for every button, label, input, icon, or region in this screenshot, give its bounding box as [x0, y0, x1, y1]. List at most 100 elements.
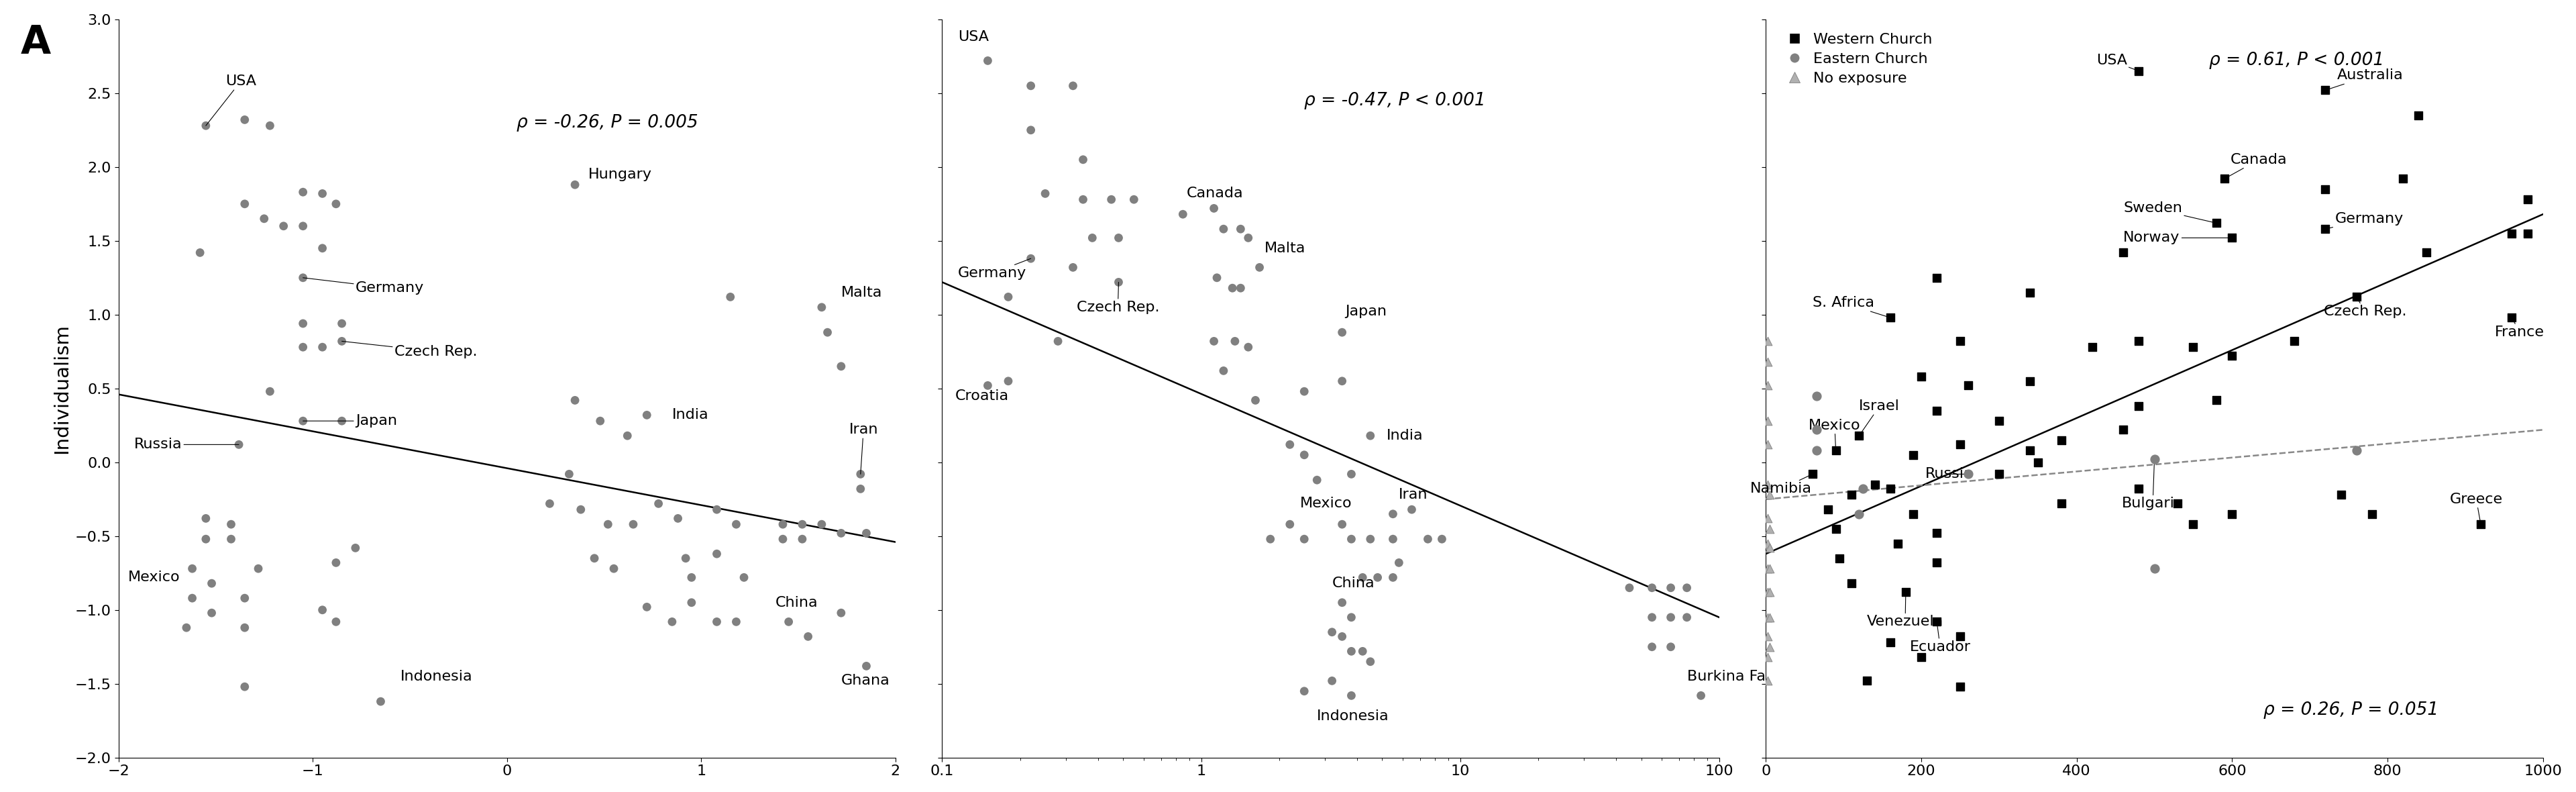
Point — [1917, 404, 1958, 417]
Text: USA: USA — [206, 74, 255, 126]
Point — [2102, 424, 2143, 436]
Point — [1978, 415, 2020, 428]
Point — [2117, 335, 2159, 348]
Text: Mexico: Mexico — [129, 571, 180, 584]
Text: Czech Rep.: Czech Rep. — [343, 341, 477, 358]
Point — [657, 512, 698, 525]
Point — [185, 512, 227, 525]
Point — [987, 291, 1028, 303]
Point — [1870, 636, 1911, 649]
Point — [1321, 518, 1363, 531]
Point — [822, 607, 863, 619]
Text: Germany: Germany — [958, 258, 1030, 280]
Point — [1749, 542, 1790, 554]
Point — [1793, 468, 1834, 481]
Point — [1203, 223, 1244, 235]
Point — [2117, 400, 2159, 413]
Point — [2213, 508, 2254, 520]
Point — [1847, 675, 1888, 687]
Point — [250, 385, 291, 398]
Point — [2306, 84, 2347, 97]
Text: Russia: Russia — [134, 438, 240, 451]
Point — [554, 394, 595, 406]
Point — [1221, 223, 1262, 235]
Text: Ghana: Ghana — [842, 674, 889, 687]
Point — [283, 317, 325, 329]
Point — [283, 341, 325, 353]
Point — [1061, 154, 1103, 166]
Point — [322, 317, 363, 329]
Point — [626, 409, 667, 421]
Point — [1332, 468, 1373, 481]
Point — [1855, 478, 1896, 491]
Point — [1893, 448, 1935, 461]
Point — [966, 379, 1007, 392]
Point — [724, 571, 765, 584]
Point — [1816, 523, 1857, 535]
Point — [1283, 385, 1324, 398]
Point — [2040, 434, 2081, 447]
Text: Japan: Japan — [304, 414, 397, 428]
Point — [788, 630, 829, 643]
Point — [1321, 596, 1363, 609]
Point — [1795, 390, 1837, 402]
Point — [966, 55, 1007, 67]
Point — [1072, 231, 1113, 244]
Point — [762, 518, 804, 531]
Point — [1747, 335, 1788, 348]
Point — [1391, 503, 1432, 516]
Point — [2506, 227, 2548, 240]
Text: Mexico: Mexico — [1808, 419, 1860, 451]
Point — [2491, 311, 2532, 324]
Text: Malta: Malta — [842, 286, 884, 299]
Point — [1940, 680, 1981, 693]
Text: Czech Rep.: Czech Rep. — [1077, 282, 1159, 314]
Point — [224, 680, 265, 693]
Point — [2306, 183, 2347, 196]
Point — [1193, 335, 1234, 348]
Point — [322, 415, 363, 428]
Point — [1321, 326, 1363, 339]
Point — [2352, 508, 2393, 520]
Point — [587, 518, 629, 531]
Point — [2133, 562, 2174, 575]
Point — [1283, 448, 1324, 461]
Point — [2398, 109, 2439, 122]
Point — [762, 533, 804, 546]
Text: ρ = -0.47, P < 0.001: ρ = -0.47, P < 0.001 — [1303, 92, 1486, 109]
Point — [1749, 586, 1790, 599]
Point — [1878, 537, 1919, 550]
Point — [1113, 193, 1154, 206]
Point — [1010, 252, 1051, 265]
Text: Venezuela: Venezuela — [1868, 592, 1942, 629]
Point — [1747, 512, 1788, 525]
Point — [2275, 335, 2316, 348]
Point — [1886, 586, 1927, 599]
Point — [314, 556, 355, 569]
Text: Canada: Canada — [1188, 187, 1244, 200]
Point — [670, 596, 711, 609]
Point — [2009, 375, 2050, 387]
Point — [559, 503, 600, 516]
Point — [1940, 335, 1981, 348]
Point — [781, 533, 822, 546]
Point — [1061, 193, 1103, 206]
Point — [1311, 626, 1352, 638]
Point — [1832, 577, 1873, 590]
Point — [1631, 581, 1672, 594]
Point — [1097, 276, 1139, 288]
Text: Germany: Germany — [304, 278, 425, 295]
Point — [1651, 581, 1692, 594]
Point — [1332, 533, 1373, 546]
Point — [2117, 65, 2159, 78]
Point — [1901, 651, 1942, 664]
Point — [1270, 518, 1311, 531]
Point — [1195, 272, 1236, 284]
Point — [781, 518, 822, 531]
Point — [1747, 586, 1788, 599]
Point — [1917, 272, 1958, 284]
Point — [301, 341, 343, 353]
Text: Canada: Canada — [2223, 153, 2287, 179]
Point — [822, 527, 863, 539]
Point — [2117, 482, 2159, 495]
